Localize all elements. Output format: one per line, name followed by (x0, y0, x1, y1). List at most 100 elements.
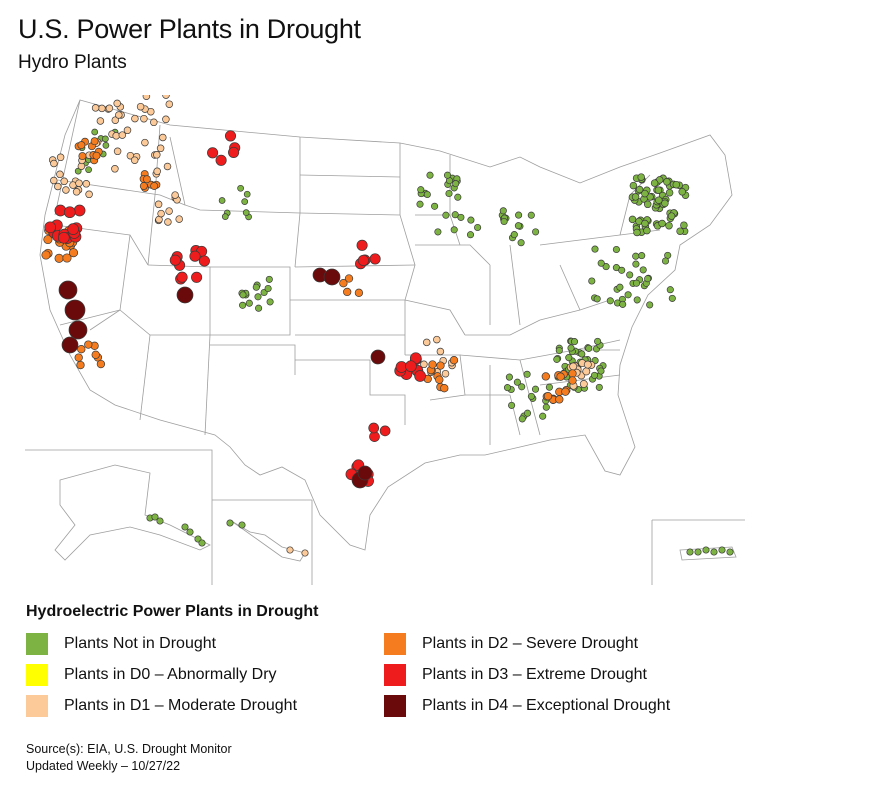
plant-marker (241, 198, 249, 205)
plant-marker (515, 211, 523, 219)
plant-marker (591, 245, 599, 253)
plant-marker (612, 245, 620, 254)
plant-marker (72, 188, 81, 196)
plant-marker (661, 199, 669, 208)
plant-marker (663, 178, 671, 186)
plant-marker (226, 519, 234, 527)
plant-marker (123, 126, 132, 135)
plant-marker (115, 111, 123, 119)
plant-marker (655, 196, 663, 204)
plant-marker (186, 528, 194, 536)
plant-marker (150, 118, 158, 127)
plant-marker (379, 425, 391, 437)
plant-marker (78, 152, 87, 161)
plant-marker (181, 523, 189, 531)
plant-marker (405, 360, 417, 373)
plant-marker (606, 297, 614, 305)
plant-marker (450, 226, 458, 234)
plant-marker (252, 283, 260, 291)
plant-marker (676, 227, 684, 235)
legend-swatch (384, 633, 406, 655)
plant-marker (568, 369, 577, 378)
plant-marker (633, 228, 641, 237)
plant-marker (44, 221, 57, 234)
plant-marker (508, 401, 516, 409)
plant-marker (633, 296, 641, 304)
plant-marker (588, 277, 596, 285)
plant-marker (710, 548, 718, 556)
plant-marker (91, 104, 100, 112)
plant-marker (518, 415, 526, 423)
plant-marker (323, 268, 341, 286)
plant-marker (570, 338, 579, 346)
plant-marker (286, 546, 294, 554)
plant-marker (632, 279, 641, 287)
plant-marker (597, 367, 605, 375)
plant-marker (243, 190, 251, 198)
plant-marker (191, 271, 203, 283)
plant-marker (661, 257, 670, 265)
plant-marker (500, 217, 508, 226)
page-subtitle: Hydro Plants (18, 52, 127, 73)
plant-marker (435, 375, 444, 384)
plant-marker (680, 221, 688, 229)
plant-marker (242, 209, 250, 216)
plant-marker (142, 95, 151, 100)
plant-marker (585, 344, 593, 352)
plant-marker (616, 283, 624, 291)
legend-item: Plants in D3 – Extreme Drought (384, 664, 647, 686)
plant-marker (50, 159, 58, 168)
plant-marker (159, 133, 167, 142)
plant-marker (154, 200, 163, 209)
plant-marker (667, 212, 676, 220)
plant-marker (672, 180, 681, 189)
plant-marker (451, 211, 459, 219)
plant-marker (417, 186, 425, 194)
plant-marker (568, 376, 577, 385)
plant-marker (527, 211, 535, 219)
plant-markers (41, 95, 734, 557)
plant-marker (58, 280, 78, 300)
plant-marker (64, 299, 86, 321)
plant-marker (111, 116, 120, 124)
plant-marker (628, 215, 637, 224)
legend-label: Plants in D0 – Abnormally Dry (64, 666, 277, 683)
plant-marker (215, 154, 227, 166)
plant-marker (595, 383, 603, 391)
plant-marker (102, 135, 109, 143)
plant-marker (639, 266, 647, 274)
plant-marker (702, 546, 710, 554)
plant-marker (63, 206, 76, 219)
plant-marker (594, 337, 602, 345)
legend-swatch (384, 695, 406, 717)
legend-label: Plants in D2 – Severe Drought (422, 635, 639, 652)
plant-marker (686, 548, 694, 556)
plant-marker (198, 539, 206, 547)
plant-marker (77, 141, 86, 150)
plant-marker (650, 179, 659, 187)
plant-marker (67, 223, 79, 235)
legend-item: Plants in D1 – Moderate Drought (26, 695, 297, 717)
plant-marker (426, 171, 434, 179)
plant-marker (631, 193, 640, 201)
plant-marker (523, 370, 531, 378)
plant-marker (255, 304, 263, 312)
plant-marker (245, 299, 253, 307)
state-boundaries (39, 99, 733, 551)
plant-marker (726, 548, 734, 556)
plant-marker (499, 207, 507, 215)
plant-marker (207, 147, 219, 159)
plant-marker (91, 128, 99, 136)
plant-marker (73, 204, 86, 217)
plant-marker (84, 340, 93, 349)
plant-marker (718, 546, 726, 554)
plant-marker (518, 383, 526, 391)
plant-marker (539, 412, 547, 420)
legend-item: Plants Not in Drought (26, 633, 216, 655)
plant-marker (254, 293, 262, 301)
plant-marker (165, 100, 174, 108)
plant-marker (171, 191, 179, 199)
plant-marker (354, 288, 364, 297)
plant-marker (189, 250, 201, 262)
plant-marker (85, 190, 93, 199)
